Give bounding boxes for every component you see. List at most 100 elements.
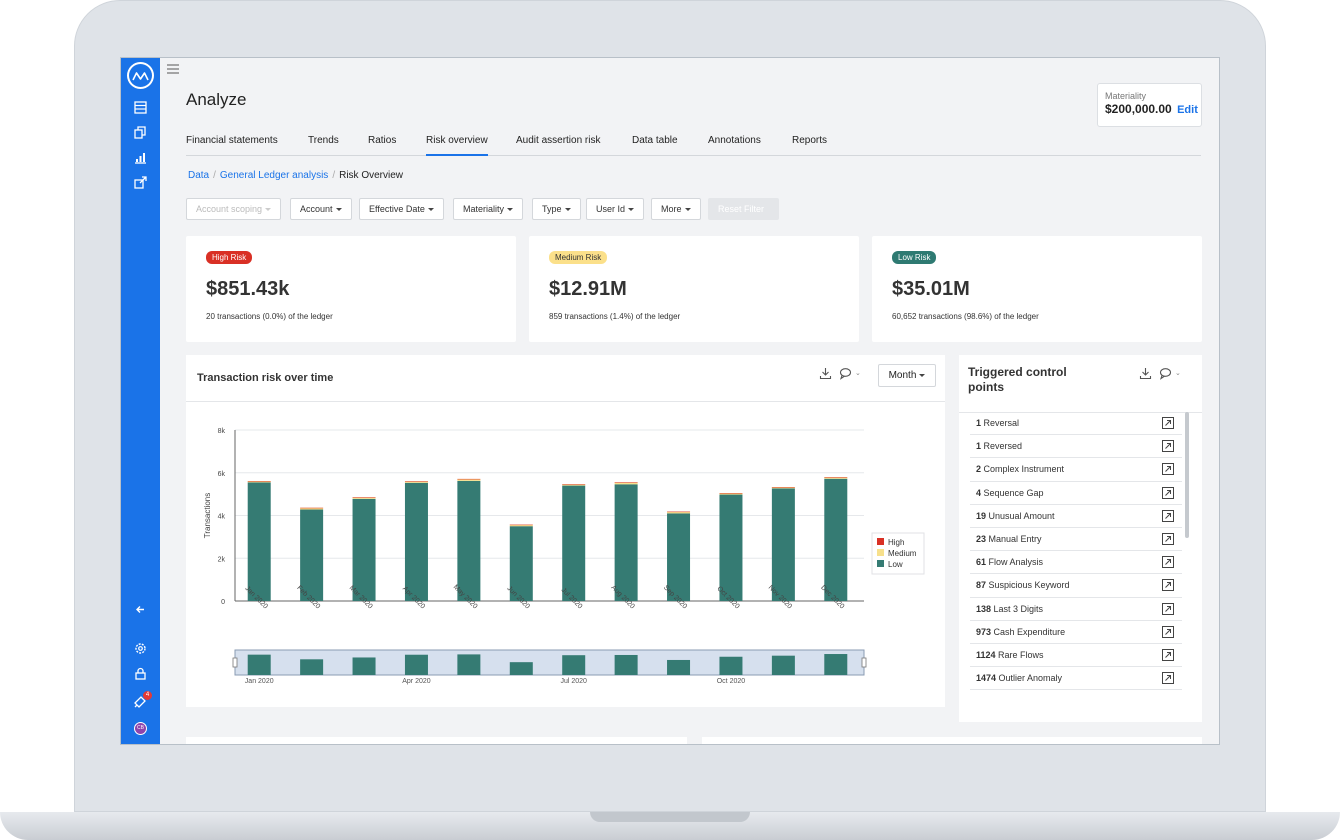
- control-point-row[interactable]: 1 Reversed: [970, 435, 1182, 459]
- comment-dropdown-icon[interactable]: ⌄: [855, 370, 861, 377]
- open-external-icon[interactable]: [1162, 672, 1174, 685]
- materiality-edit-link[interactable]: Edit: [1177, 104, 1198, 116]
- page-title: Analyze: [186, 90, 247, 109]
- breadcrumb-general-ledger[interactable]: General Ledger analysis: [219, 170, 329, 181]
- filter-type[interactable]: Type: [532, 198, 581, 220]
- risk-card-high: High Risk $851.43k 20 transactions (0.0%…: [186, 236, 516, 342]
- filter-more[interactable]: More: [651, 198, 701, 220]
- tab-audit-assertion-risk[interactable]: Audit assertion risk: [516, 135, 601, 146]
- open-external-icon[interactable]: [1162, 417, 1174, 429]
- materiality-label: Materiality: [1105, 91, 1147, 101]
- open-external-icon[interactable]: [1162, 463, 1174, 476]
- navigator-handle[interactable]: [861, 657, 867, 668]
- period-select-button[interactable]: Month: [878, 364, 936, 387]
- filter-user-id[interactable]: User Id: [586, 198, 645, 220]
- control-point-row[interactable]: 87 Suspicious Keyword: [970, 574, 1182, 598]
- control-point-label: Reversal: [981, 418, 1020, 428]
- y-tick-label: 8k: [218, 428, 226, 435]
- control-point-row[interactable]: 138 Last 3 Digits: [970, 598, 1182, 621]
- documents-icon[interactable]: [133, 125, 148, 140]
- bar-low: [771, 488, 795, 601]
- y-tick-label: 0: [221, 599, 225, 606]
- legend-label: Low: [888, 560, 903, 569]
- open-external-icon[interactable]: [1162, 532, 1174, 545]
- legend-swatch-low: [877, 560, 884, 567]
- comment-dropdown-icon[interactable]: ⌄: [1175, 370, 1181, 377]
- collapse-arrow-icon[interactable]: [133, 602, 148, 617]
- open-external-icon[interactable]: [1162, 440, 1174, 453]
- legend-swatch-medium: [877, 549, 884, 556]
- bar-low: [352, 498, 376, 601]
- tab-financial-statements[interactable]: Financial statements: [186, 135, 278, 146]
- control-point-label: Outlier Anomaly: [996, 673, 1063, 684]
- control-point-row[interactable]: 61 Flow Analysis: [970, 551, 1182, 575]
- risk-amount-high: $851.43k: [206, 278, 290, 300]
- control-point-count: 1474: [976, 673, 997, 684]
- tab-reports[interactable]: Reports: [792, 135, 828, 146]
- hamburger-menu-icon[interactable]: [167, 62, 179, 74]
- tab-risk-overview[interactable]: Risk overview: [426, 134, 488, 156]
- bar-medium: [247, 481, 271, 483]
- download-icon[interactable]: [819, 367, 832, 380]
- breadcrumb-data[interactable]: Data: [188, 170, 210, 181]
- avatar[interactable]: CB: [134, 722, 147, 735]
- legend-swatch-high: [877, 538, 884, 545]
- settings-icon[interactable]: [133, 641, 148, 656]
- filter-materiality[interactable]: Materiality: [453, 198, 524, 220]
- control-point-row[interactable]: 973 Cash Expenditure: [970, 621, 1182, 644]
- bar-high: [509, 524, 533, 526]
- navigator-handle[interactable]: [232, 657, 238, 668]
- open-external-icon[interactable]: [1162, 648, 1174, 661]
- tab-data-table[interactable]: Data table: [632, 135, 678, 146]
- control-point-label: Complex Instrument: [981, 464, 1065, 475]
- tab-ratios[interactable]: Ratios: [368, 135, 397, 146]
- open-external-icon[interactable]: [1162, 556, 1174, 569]
- navigator-bar: [352, 657, 376, 675]
- range-navigator[interactable]: [234, 649, 865, 676]
- download-icon[interactable]: [1139, 367, 1152, 380]
- control-point-row[interactable]: 19 Unusual Amount: [970, 505, 1182, 528]
- tab-trends[interactable]: Trends: [308, 135, 339, 146]
- navigator-bar: [457, 654, 481, 675]
- open-external-icon[interactable]: [1162, 486, 1174, 499]
- control-point-count: 138: [976, 603, 992, 614]
- tab-annotations[interactable]: Annotations: [708, 135, 761, 146]
- filter-account[interactable]: Account: [290, 198, 352, 220]
- reset-filter-button[interactable]: Reset Filter: [708, 198, 779, 220]
- control-point-label: Unusual Amount: [986, 510, 1055, 521]
- control-point-row[interactable]: 1124 Rare Flows: [970, 644, 1182, 668]
- export-icon[interactable]: [133, 175, 148, 190]
- control-point-count: 87: [976, 580, 987, 591]
- lock-icon[interactable]: [133, 666, 148, 681]
- control-points-title: Triggered control points: [968, 365, 1067, 394]
- bar-low: [562, 485, 586, 601]
- bar-high: [404, 481, 428, 482]
- bar-high: [457, 478, 481, 480]
- y-tick-label: 2k: [218, 556, 226, 563]
- open-external-icon[interactable]: [1162, 509, 1174, 522]
- bar-chart-icon[interactable]: [133, 150, 148, 165]
- bar-low: [404, 482, 428, 601]
- control-point-row[interactable]: 2 Complex Instrument: [970, 458, 1182, 482]
- navigator-bar: [771, 655, 795, 675]
- app-screen: 4 CB Analyze Materiality $200,000.00 Edi…: [120, 57, 1220, 745]
- open-external-icon[interactable]: [1162, 602, 1174, 615]
- control-point-row[interactable]: 4 Sequence Gap: [970, 482, 1182, 505]
- control-point-label: Suspicious Keyword: [986, 580, 1070, 591]
- control-point-row[interactable]: 1474 Outlier Anomaly: [970, 667, 1182, 691]
- comment-icon[interactable]: [1159, 367, 1172, 380]
- table-icon[interactable]: [133, 100, 148, 115]
- filter-effective-date[interactable]: Effective Date: [359, 198, 444, 220]
- control-point-row[interactable]: 23 Manual Entry: [970, 528, 1182, 552]
- comment-icon[interactable]: [839, 367, 852, 380]
- bar-high: [667, 511, 691, 513]
- control-point-row[interactable]: 1 Reversal: [970, 412, 1182, 436]
- notification-icon[interactable]: [133, 694, 148, 709]
- open-external-icon[interactable]: [1162, 579, 1174, 592]
- control-points-scrollbar[interactable]: [1185, 412, 1189, 538]
- control-point-label: Flow Analysis: [986, 557, 1044, 568]
- navigator-label: Jan 2020: [245, 678, 274, 685]
- control-point-count: 19: [976, 510, 987, 521]
- app-logo[interactable]: [127, 62, 154, 89]
- open-external-icon[interactable]: [1162, 625, 1174, 638]
